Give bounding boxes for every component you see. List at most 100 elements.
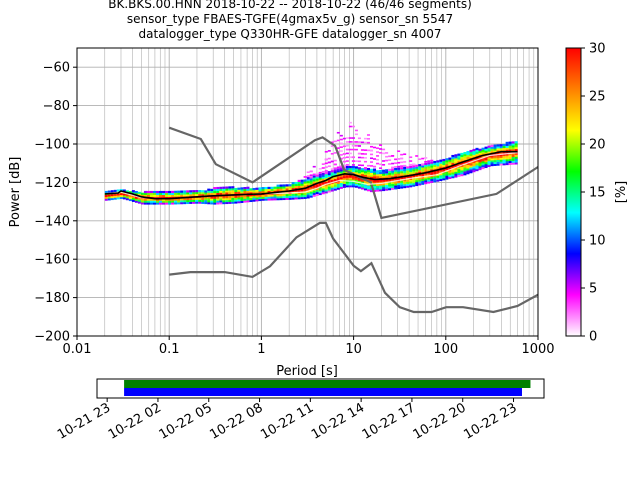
heatmap-cell bbox=[460, 173, 464, 177]
heatmap-cell bbox=[469, 163, 473, 166]
y-tick-label: −180 bbox=[34, 291, 70, 306]
heatmap-cell bbox=[321, 192, 325, 195]
heatmap-cell bbox=[345, 141, 349, 143]
heatmap-cell bbox=[354, 148, 358, 151]
heatmap-cell bbox=[430, 159, 434, 162]
heatmap-cell bbox=[511, 154, 515, 158]
heatmap-cell bbox=[297, 179, 301, 183]
heatmap-cell bbox=[345, 165, 349, 169]
heatmap-cell bbox=[294, 185, 298, 188]
heatmap-cell bbox=[418, 181, 422, 184]
heatmap-cell bbox=[225, 199, 229, 203]
heatmap-cell bbox=[152, 190, 156, 194]
heatmap-cell bbox=[345, 156, 349, 159]
heatmap-cell bbox=[406, 183, 410, 186]
heatmap-cell bbox=[421, 182, 425, 185]
heatmap-cell bbox=[155, 198, 160, 201]
heatmap-cell bbox=[342, 156, 346, 159]
heatmap-cell bbox=[496, 144, 500, 147]
heatmap-cell bbox=[357, 171, 361, 174]
heatmap-cell bbox=[297, 193, 301, 196]
heatmap-cell bbox=[252, 187, 256, 191]
heatmap-cell bbox=[134, 200, 138, 203]
heatmap-cell bbox=[514, 141, 518, 144]
heatmap-cell bbox=[508, 141, 512, 144]
heatmap-cell bbox=[379, 179, 383, 182]
heatmap-cell bbox=[379, 173, 383, 177]
heatmap-cell bbox=[400, 182, 404, 185]
heatmap-cell bbox=[466, 164, 470, 167]
heatmap-cell bbox=[385, 169, 389, 172]
heatmap-cell bbox=[342, 160, 346, 163]
heatmap-cell bbox=[143, 190, 147, 194]
y-tick-label: −80 bbox=[43, 99, 70, 114]
heatmap-cell bbox=[309, 180, 313, 183]
heatmap-cell bbox=[496, 155, 500, 159]
heatmap-cell bbox=[508, 143, 512, 146]
colorbar-tick-label: 15 bbox=[589, 186, 606, 201]
heatmap-cell bbox=[373, 185, 377, 189]
heatmap-cell bbox=[400, 157, 404, 160]
heatmap-cell bbox=[309, 174, 313, 177]
heatmap-cell bbox=[143, 194, 147, 197]
heatmap-cell bbox=[291, 185, 295, 189]
heatmap-cell bbox=[451, 166, 455, 169]
heatmap-cell bbox=[348, 125, 352, 128]
heatmap-cell bbox=[511, 162, 515, 165]
heatmap-cell bbox=[363, 186, 367, 189]
heatmap-cell bbox=[469, 153, 473, 156]
heatmap-cell bbox=[472, 158, 476, 161]
y-tick-label: −60 bbox=[43, 61, 70, 76]
heatmap-cell bbox=[363, 170, 367, 174]
heatmap-cell bbox=[228, 201, 232, 204]
heatmap-cell bbox=[427, 179, 431, 182]
heatmap-cell bbox=[448, 176, 452, 179]
heatmap-cell bbox=[463, 157, 467, 160]
heatmap-cell bbox=[430, 173, 434, 176]
heatmap-cell bbox=[213, 202, 217, 205]
heatmap-cell bbox=[502, 143, 506, 147]
heatmap-cell bbox=[460, 170, 464, 173]
heatmap-cell bbox=[297, 197, 301, 200]
heatmap-cell bbox=[400, 176, 404, 179]
heatmap-cell bbox=[234, 199, 238, 202]
heatmap-cell bbox=[285, 188, 289, 191]
heatmap-cell bbox=[348, 175, 352, 178]
heatmap-cell bbox=[159, 194, 163, 197]
heatmap-cell bbox=[162, 190, 166, 194]
heatmap-cell bbox=[424, 162, 428, 165]
heatmap-cell bbox=[457, 153, 461, 156]
heatmap-cell bbox=[318, 177, 322, 180]
heatmap-cell bbox=[391, 181, 395, 185]
heatmap-cell bbox=[282, 188, 286, 191]
heatmap-cell bbox=[357, 145, 361, 147]
heatmap-cell bbox=[366, 181, 370, 184]
heatmap-cell bbox=[327, 150, 331, 152]
heatmap-cell bbox=[427, 166, 431, 169]
heatmap-cell bbox=[360, 153, 364, 155]
heatmap-cell bbox=[336, 172, 340, 175]
heatmap-cell bbox=[484, 148, 488, 151]
heatmap-cell bbox=[430, 169, 434, 172]
heatmap-cell bbox=[511, 141, 515, 144]
heatmap-cell bbox=[427, 160, 431, 162]
heatmap-cell bbox=[345, 183, 349, 186]
heatmap-cell bbox=[490, 162, 494, 165]
heatmap-cell bbox=[369, 168, 374, 172]
heatmap-cell bbox=[243, 187, 247, 190]
heatmap-cell bbox=[288, 184, 292, 187]
heatmap-cell bbox=[159, 202, 163, 205]
heatmap-cell bbox=[303, 179, 307, 182]
heatmap-cell bbox=[192, 192, 196, 195]
heatmap-cell bbox=[436, 166, 440, 169]
heatmap-cell bbox=[354, 170, 358, 173]
heatmap-cell bbox=[318, 190, 322, 194]
heatmap-cell bbox=[318, 179, 322, 182]
heatmap-cell bbox=[137, 201, 141, 204]
heatmap-cell bbox=[505, 159, 509, 162]
heatmap-cell bbox=[312, 186, 316, 190]
heatmap-cell bbox=[514, 156, 518, 159]
y-axis-label: Power [dB] bbox=[8, 157, 23, 228]
heatmap-cell bbox=[107, 194, 111, 197]
heatmap-cell bbox=[345, 171, 349, 174]
